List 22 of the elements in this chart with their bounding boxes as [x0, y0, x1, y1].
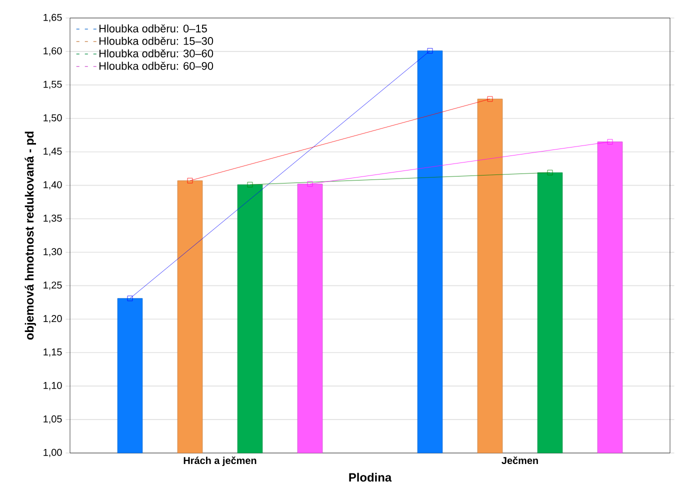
- y-tick-label: 1,00: [44, 448, 62, 458]
- y-tick-label: 1,65: [44, 14, 62, 22]
- y-tick-label: 1,20: [44, 315, 62, 324]
- y-axis-title: objemová hmotnost redukovaná - pd: [24, 132, 36, 340]
- x-axis-title: Plodina: [349, 472, 392, 482]
- legend-label: Hloubka odběru: 60–90: [99, 62, 214, 70]
- y-tick-label: 1,40: [44, 181, 62, 190]
- legend-label: Hloubka odběru: 15–30: [99, 36, 214, 45]
- legend-label: Hloubka odběru: 30–60: [99, 49, 214, 58]
- y-tick-label: 1,45: [44, 148, 62, 156]
- y-tick-label: 1,05: [44, 415, 62, 424]
- y-tick-label: 1,25: [44, 282, 62, 290]
- y-tick-label: 1,35: [44, 214, 62, 223]
- y-tick-label: 1,50: [44, 114, 62, 123]
- y-tick-label: 1,15: [44, 348, 62, 357]
- x-tick-label: Ječmen: [502, 456, 538, 464]
- y-tick-label: 1,55: [44, 80, 62, 89]
- legend-label: Hloubka odběru: 0–15: [99, 24, 207, 32]
- y-tick-label: 1,30: [44, 248, 62, 256]
- x-tick-label: Hrách a ječmen: [184, 456, 256, 466]
- y-tick-label: 1,60: [44, 47, 62, 56]
- y-tick-label: 1,10: [44, 382, 62, 390]
